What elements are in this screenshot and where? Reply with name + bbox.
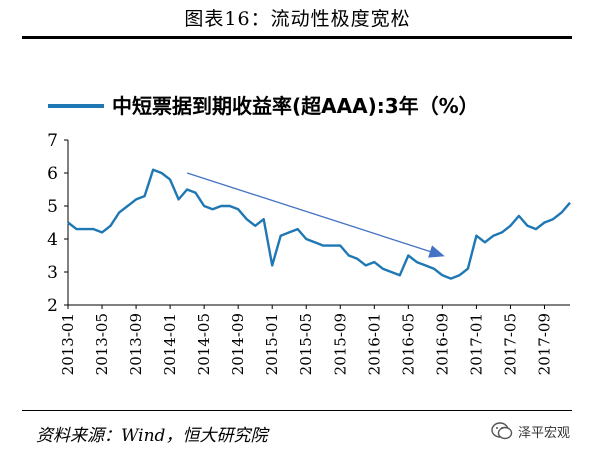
axes — [64, 139, 570, 309]
y-tick-label: 7 — [47, 131, 58, 151]
x-tick-label: 2016-05 — [399, 313, 417, 375]
x-tick-label: 2013-09 — [127, 313, 145, 375]
x-tick-label: 2016-01 — [365, 313, 383, 375]
x-tick-label: 2014-05 — [195, 313, 213, 375]
legend-label: 中短票据到期收益率(超AAA):3年（%） — [112, 94, 479, 118]
x-tick-label: 2016-09 — [433, 313, 451, 375]
y-tick-label: 5 — [47, 197, 58, 217]
x-tick-label: 2013-05 — [93, 313, 111, 375]
y-tick-label: 6 — [47, 164, 58, 184]
series-layer — [67, 168, 571, 280]
y-tick-label: 4 — [47, 230, 58, 250]
source-note: 资料来源：Wind，恒大研究院 — [36, 426, 268, 446]
x-tick-label: 2013-01 — [59, 313, 77, 375]
series-line — [67, 168, 571, 280]
y-tick-label: 2 — [47, 296, 58, 316]
brand-logo: 泽平宏观 — [490, 419, 570, 443]
x-tick-label: 2015-01 — [263, 313, 281, 375]
x-tick-labels: 2013-01 2013-05 2013-09 2014-01 2014-05 2014-… — [59, 313, 553, 375]
wechat-icon — [491, 422, 513, 440]
annotation-layer — [186, 172, 445, 258]
x-tick-label: 2015-05 — [297, 313, 315, 375]
bottom-rule — [22, 410, 572, 411]
top-rule — [22, 36, 572, 39]
x-tick-label: 2015-09 — [331, 313, 349, 375]
legend: 中短票据到期收益率(超AAA):3年（%） — [48, 94, 479, 118]
x-tick-label: 2017-05 — [501, 313, 519, 375]
y-tick-label: 3 — [47, 263, 58, 283]
x-tick-label: 2014-01 — [161, 313, 179, 375]
x-tick-label: 2017-01 — [467, 313, 485, 375]
y-tick-labels: 2 3 4 5 6 7 — [47, 131, 58, 316]
x-tick-label: 2017-09 — [535, 313, 553, 375]
brand-logo-text: 泽平宏观 — [518, 425, 571, 441]
figure-title: 图表16：流动性极度宽松 — [184, 8, 411, 30]
trend-arrow — [186, 172, 445, 258]
x-tick-label: 2014-09 — [229, 313, 247, 375]
